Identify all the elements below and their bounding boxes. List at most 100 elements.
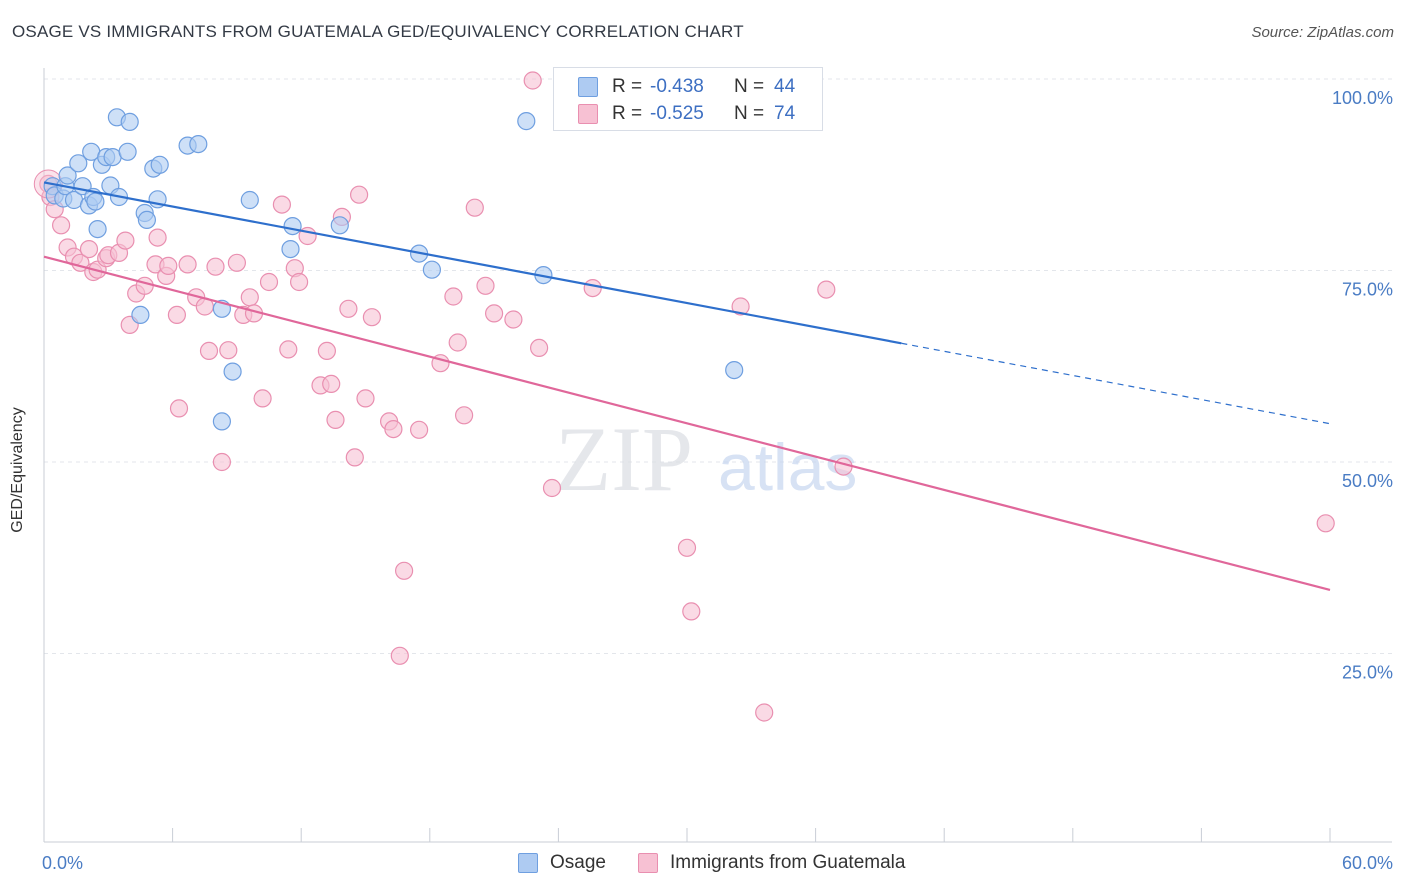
guatemala-point (485, 304, 504, 323)
guatemala-point (159, 256, 178, 275)
guatemala-r-label: R = (612, 103, 643, 124)
guatemala-point (272, 195, 291, 214)
osage-legend-swatch (518, 853, 538, 873)
guatemala-point (444, 287, 463, 306)
grid-layer (44, 78, 1392, 654)
watermark: ZIP atlas (555, 408, 857, 510)
osage-trend-line (43, 181, 902, 345)
osage-point (517, 111, 536, 131)
osage-trend-line-extension (901, 342, 1331, 425)
guatemala-point (350, 185, 369, 204)
osage-point (223, 362, 242, 381)
guatemala-point (504, 310, 523, 329)
guatemala-point (410, 420, 429, 439)
y-tick-label: 75.0% (1342, 280, 1393, 300)
guatemala-point (834, 457, 853, 476)
guatemala-point (326, 410, 345, 429)
guatemala-point (253, 389, 272, 408)
legend-row-guatemala: R = -0.525 N = 74 (554, 99, 795, 129)
osage-point (69, 154, 88, 173)
guatemala-point (116, 231, 135, 250)
chart-title: OSAGE VS IMMIGRANTS FROM GUATEMALA GED/E… (12, 22, 744, 41)
tick-labels: 100.0% 75.0% 50.0% 25.0% 0.0% 60.0% (42, 88, 1393, 873)
guatemala-legend-label: Immigrants from Guatemala (670, 852, 906, 873)
guatemala-point (317, 341, 336, 360)
legend-row-osage: R = -0.438 N = 44 (554, 72, 795, 102)
guatemala-n-label: N = (734, 103, 765, 124)
osage-n-label: N = (734, 76, 765, 97)
guatemala-point (322, 374, 341, 393)
guatemala-point (227, 253, 246, 272)
guatemala-point (755, 703, 774, 722)
guatemala-point (178, 255, 197, 274)
watermark-zip: ZIP (555, 408, 693, 510)
guatemala-swatch (578, 104, 598, 124)
guatemala-point (356, 389, 375, 408)
guatemala-point (455, 406, 474, 425)
osage-n-value: 44 (774, 76, 796, 97)
y-tick-label: 25.0% (1342, 663, 1393, 683)
guatemala-trend-line (43, 255, 1331, 591)
legend-item-guatemala[interactable]: Immigrants from Guatemala (638, 852, 905, 874)
guatemala-point (395, 561, 414, 580)
guatemala-point (362, 308, 381, 327)
guatemala-point (259, 272, 279, 292)
guatemala-point (169, 399, 189, 418)
osage-point (189, 135, 208, 154)
osage-point (281, 240, 300, 259)
osage-r-value: -0.438 (650, 76, 704, 97)
guatemala-point (199, 341, 219, 360)
osage-point (120, 112, 139, 132)
guatemala-point (448, 333, 467, 352)
guatemala-point (339, 299, 358, 318)
x-tick-label: 0.0% (42, 853, 83, 873)
guatemala-point (465, 198, 484, 217)
osage-point (137, 210, 156, 229)
guatemala-legend-swatch (638, 853, 658, 873)
guatemala-point (384, 420, 403, 439)
guatemala-point (682, 602, 701, 621)
guatemala-point (523, 71, 542, 90)
guatemala-point (79, 240, 99, 259)
guatemala-point (731, 297, 750, 316)
osage-points (43, 108, 744, 431)
osage-point (725, 361, 744, 380)
guatemala-point (817, 280, 836, 299)
guatemala-point (51, 216, 71, 235)
guatemala-point (148, 228, 167, 247)
guatemala-point (240, 288, 259, 307)
y-tick-label: 100.0% (1332, 88, 1393, 108)
osage-legend-label: Osage (550, 852, 606, 873)
osage-point (422, 260, 441, 279)
osage-point (212, 412, 231, 431)
guatemala-point (1316, 514, 1335, 533)
guatemala-point (542, 478, 562, 498)
guatemala-point (290, 272, 309, 292)
guatemala-point (219, 341, 238, 360)
osage-point (283, 217, 302, 236)
source-credit: Source: ZipAtlas.com (1251, 24, 1394, 41)
guatemala-point (212, 452, 231, 472)
legend-item-osage[interactable]: Osage (518, 852, 606, 874)
osage-point (131, 305, 150, 324)
osage-point (86, 192, 105, 211)
guatemala-point (677, 538, 697, 557)
watermark-atlas: atlas (718, 430, 857, 504)
osage-point (58, 166, 77, 185)
trend-lines (43, 181, 1331, 591)
y-tick-label: 50.0% (1342, 471, 1393, 491)
osage-point (150, 155, 169, 174)
guatemala-point (206, 257, 225, 276)
osage-point (240, 190, 259, 210)
guatemala-point (390, 646, 409, 665)
series-legend: Osage Immigrants from Guatemala (0, 852, 1406, 878)
guatemala-points (33, 71, 1335, 722)
guatemala-point (135, 276, 154, 295)
guatemala-r-value: -0.525 (650, 103, 704, 124)
guatemala-point (583, 279, 602, 298)
stats-legend: R = -0.438 N = 44 R = -0.525 N = 74 (553, 67, 823, 131)
guatemala-point (167, 305, 186, 324)
guatemala-point (279, 340, 298, 359)
guatemala-point (529, 338, 549, 357)
